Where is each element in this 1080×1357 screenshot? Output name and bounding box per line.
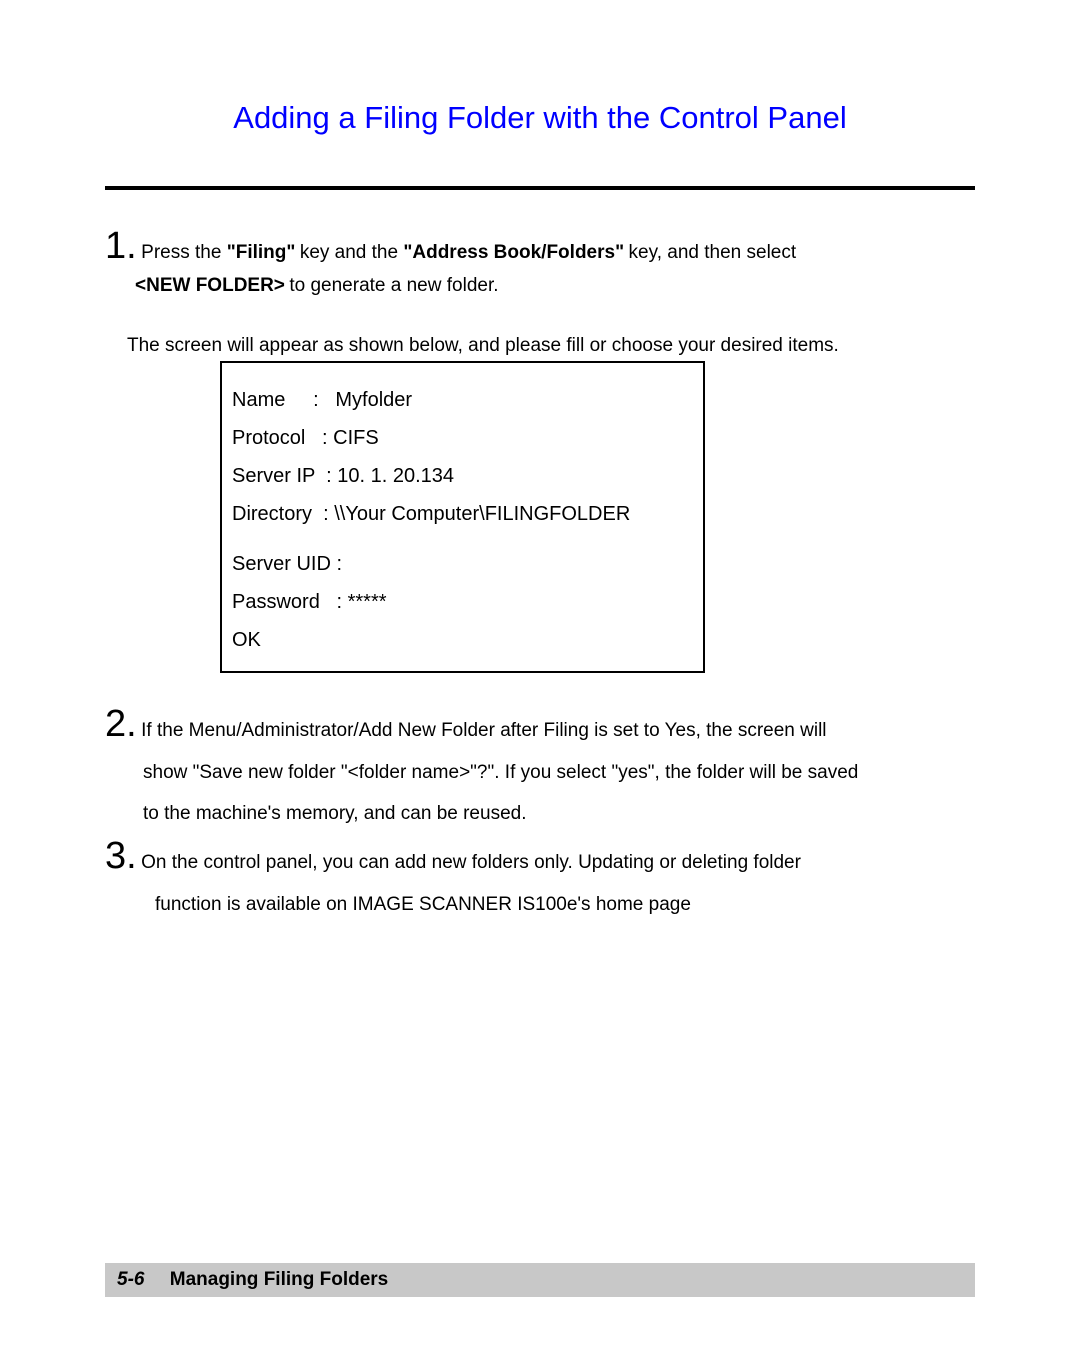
step-3: 3. On the control panel, you can add new… <box>105 835 975 926</box>
step-3-line2: function is available on IMAGE SCANNER I… <box>155 884 975 926</box>
step-2-line3: to the machine's memory, and can be reus… <box>143 793 975 835</box>
screen-name-row: Name : Myfolder <box>232 381 693 419</box>
screen-directory-row: Directory : \\Your Computer\FILINGFOLDER <box>232 495 693 533</box>
screen-password-row: Password : ***** <box>232 583 693 621</box>
new-folder-label: <NEW FOLDER> <box>135 275 285 296</box>
divider <box>105 186 975 190</box>
filing-key-label: "Filing" <box>227 242 296 263</box>
screen-display: Name : Myfolder Protocol : CIFS Server I… <box>220 361 705 673</box>
step-2-line2: show "Save new folder "<folder name>"?".… <box>143 752 975 794</box>
step-3-line1: On the control panel, you can add new fo… <box>141 852 801 873</box>
page-title: Adding a Filing Folder with the Control … <box>150 100 930 136</box>
step-1-text-mid1: key and the <box>300 242 404 263</box>
address-book-key-label: "Address Book/Folders" <box>403 242 624 263</box>
footer-chapter-title: Managing Filing Folders <box>170 1269 389 1290</box>
step-1-text-prefix: Press the <box>141 242 227 263</box>
screen-serverip-row: Server IP : 10. 1. 20.134 <box>232 457 693 495</box>
step-1-number: 1. <box>105 225 137 267</box>
step-2-number: 2. <box>105 703 137 745</box>
page-footer: 5-6 Managing Filing Folders <box>105 1263 975 1297</box>
step-2: 2. If the Menu/Administrator/Add New Fol… <box>105 703 975 835</box>
step-2-line1: If the Menu/Administrator/Add New Folder… <box>141 720 826 741</box>
screen-serveruid-row: Server UID : <box>232 545 693 583</box>
step-1: 1. Press the "Filing" key and the "Addre… <box>105 225 975 301</box>
screen-ok-row: OK <box>232 621 693 659</box>
footer-bar: 5-6 Managing Filing Folders <box>105 1263 975 1297</box>
step-1-text-suffix: to generate a new folder. <box>289 275 498 296</box>
screen-intro-text: The screen will appear as shown below, a… <box>127 331 975 361</box>
footer-page-number: 5-6 <box>117 1269 144 1290</box>
step-3-number: 3. <box>105 835 137 877</box>
step-1-text-mid2: key, and then select <box>629 242 797 263</box>
screen-protocol-row: Protocol : CIFS <box>232 419 693 457</box>
